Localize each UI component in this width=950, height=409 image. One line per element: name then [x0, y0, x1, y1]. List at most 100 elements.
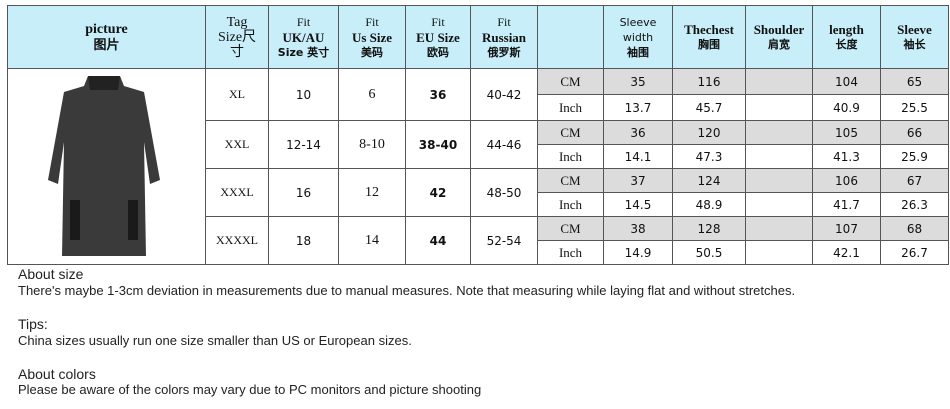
cell-text: 寸 [230, 44, 244, 60]
cell-text: 36 [630, 125, 646, 140]
measure-cell: 45.7 [672, 94, 746, 121]
measure-cell: 26.3 [880, 192, 949, 217]
cell-text: 12 [365, 184, 379, 200]
header-cell: Fit UK/AU Size 英寸 [268, 5, 339, 69]
cell-text: XXL [224, 137, 250, 151]
cell-text: 124 [697, 173, 721, 188]
size-cell: 42 [405, 168, 471, 217]
header-cell: Sleeve 袖长 [880, 5, 949, 69]
size-cell: 44-46 [470, 120, 538, 169]
cell-text: Inch [558, 148, 583, 164]
measure-cell [745, 144, 813, 169]
cell-text: Size 英寸 [277, 45, 330, 59]
cell-text: 107 [835, 221, 858, 236]
measure-cell [745, 192, 813, 217]
unit-cell: Inch [537, 240, 604, 265]
cell-text: XXXXL [216, 233, 258, 247]
cell-text: 38-40 [418, 137, 458, 152]
picture-cell [7, 68, 206, 265]
size-cell: XXL [205, 120, 269, 169]
header-cell: Shoulder 肩宽 [745, 5, 813, 69]
cell-text: 26.3 [901, 197, 928, 212]
cell-text: 25.5 [901, 100, 928, 115]
cell-text: 50.5 [695, 245, 723, 260]
measure-cell: 25.9 [880, 144, 949, 169]
cell-text: 16 [295, 185, 312, 200]
size-cell: 52-54 [470, 216, 538, 265]
cell-text: 胸围 [698, 38, 720, 51]
measure-cell: 47.3 [672, 144, 746, 169]
header-cell: Sleeve width 袖围 [603, 5, 673, 69]
size-cell: 14 [338, 216, 406, 265]
measure-cell [745, 68, 813, 95]
measure-cell [745, 216, 813, 241]
cell-text: 18 [295, 233, 312, 248]
measure-cell: 107 [812, 216, 881, 241]
cell-text: length [829, 22, 864, 37]
measure-cell: 105 [812, 120, 881, 145]
cell-text: EU Size [416, 29, 460, 45]
size-cell: XXXL [205, 168, 269, 217]
cell-text: 48.9 [695, 197, 723, 212]
measure-cell [745, 94, 813, 121]
cell-text: 长度 [835, 38, 858, 51]
cell-text: Shoulder [753, 22, 805, 37]
size-cell: XL [205, 68, 269, 121]
measure-cell: 13.7 [603, 94, 673, 121]
measure-cell [745, 240, 813, 265]
cell-text: UK/AU [282, 29, 325, 45]
cell-text: 47.3 [695, 149, 723, 164]
cell-text: 41.3 [833, 149, 860, 164]
cell-text: 42.1 [833, 245, 860, 260]
header-cell: picture 图片 [7, 5, 206, 69]
measure-cell: 14.9 [603, 240, 673, 265]
measure-cell: 68 [880, 216, 949, 241]
measure-cell: 48.9 [672, 192, 746, 217]
cell-text: picture [85, 22, 128, 37]
cell-text: 66 [906, 125, 923, 140]
measure-cell: 116 [672, 68, 746, 95]
measure-cell: 65 [880, 68, 949, 95]
cell-text: 67 [906, 173, 923, 188]
size-cell: 38-40 [405, 120, 471, 169]
measure-cell: 35 [603, 68, 673, 95]
cell-text: 8-10 [359, 136, 385, 152]
cell-text: CM [560, 172, 581, 188]
cell-text: 105 [835, 125, 858, 140]
unit-cell: CM [537, 168, 604, 193]
cell-text: 袖围 [627, 45, 649, 59]
header-cell: length 长度 [812, 5, 881, 69]
cell-text: 48-50 [486, 185, 522, 200]
size-cell: XXXXL [205, 216, 269, 265]
note-title: Tips: [18, 316, 48, 332]
size-cell: 36 [405, 68, 471, 121]
cell-text: 37 [630, 173, 646, 188]
cell-text: 13.7 [624, 100, 652, 115]
measure-cell: 36 [603, 120, 673, 145]
note-title: About size [18, 266, 84, 282]
cell-text: 128 [697, 221, 721, 236]
size-cell: 18 [268, 216, 339, 265]
measure-cell: 38 [603, 216, 673, 241]
header-cell [537, 5, 604, 69]
measure-cell: 128 [672, 216, 746, 241]
cell-text: 65 [906, 74, 923, 89]
measure-cell: 40.9 [812, 94, 881, 121]
cell-text: CM [560, 220, 581, 236]
cell-text: XXXL [220, 185, 254, 199]
unit-cell: CM [537, 120, 604, 145]
header-cell: Fit Russian 俄罗斯 [470, 5, 538, 69]
cell-text: 52-54 [486, 233, 522, 248]
cell-text: 12-14 [286, 137, 321, 152]
cell-text: 106 [835, 173, 858, 188]
cell-text: 120 [697, 125, 721, 140]
cell-text: 68 [906, 221, 923, 236]
cell-text: 38 [630, 221, 646, 236]
unit-cell: Inch [537, 192, 604, 217]
cell-text: Inch [558, 244, 583, 260]
cell-text: 45.7 [695, 100, 723, 115]
note-title: About colors [18, 366, 96, 382]
size-cell: 40-42 [470, 68, 538, 121]
size-cell: 12 [338, 168, 406, 217]
note-text: China sizes usually run one size smaller… [18, 333, 412, 348]
